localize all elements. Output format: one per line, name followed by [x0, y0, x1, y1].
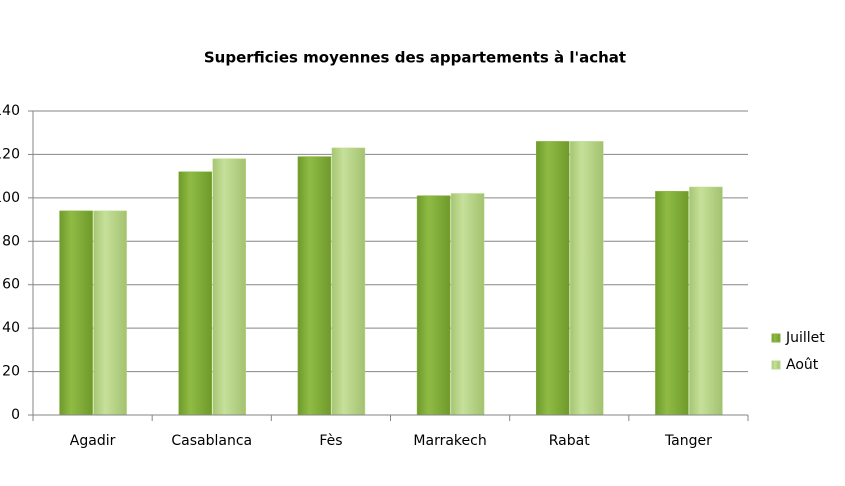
bar [416, 195, 451, 416]
y-tick-label: 120 [0, 146, 20, 162]
bar [689, 186, 723, 416]
y-tick-label: 140 [0, 103, 20, 119]
legend-swatch [771, 333, 781, 343]
bar [331, 147, 366, 416]
bar [297, 156, 332, 416]
bar [93, 210, 127, 416]
y-tick-label: 100 [0, 190, 20, 206]
x-tick-label: Rabat [549, 433, 590, 449]
legend-label: Août [786, 357, 819, 373]
bar [536, 141, 570, 416]
bar [178, 171, 212, 416]
legend-swatch [771, 360, 781, 370]
x-tick-label: Marrakech [413, 433, 486, 449]
bar [59, 210, 93, 416]
y-tick-label: 20 [2, 364, 20, 380]
x-tick-label: Agadir [70, 433, 116, 449]
y-tick-label: 80 [2, 233, 20, 249]
x-tick-label: Tanger [664, 433, 712, 449]
x-tick-label: Fès [319, 433, 342, 449]
y-tick-label: 60 [2, 277, 20, 293]
legend-label: Juillet [785, 330, 825, 346]
y-tick-label: 0 [11, 407, 20, 423]
x-tick-label: Casablanca [171, 433, 252, 449]
y-tick-label: 40 [2, 320, 20, 336]
bar [450, 193, 485, 416]
bar [570, 141, 604, 416]
bar [655, 191, 689, 416]
chart-title: Superficies moyennes des appartements à … [204, 49, 626, 67]
bar [212, 158, 246, 416]
